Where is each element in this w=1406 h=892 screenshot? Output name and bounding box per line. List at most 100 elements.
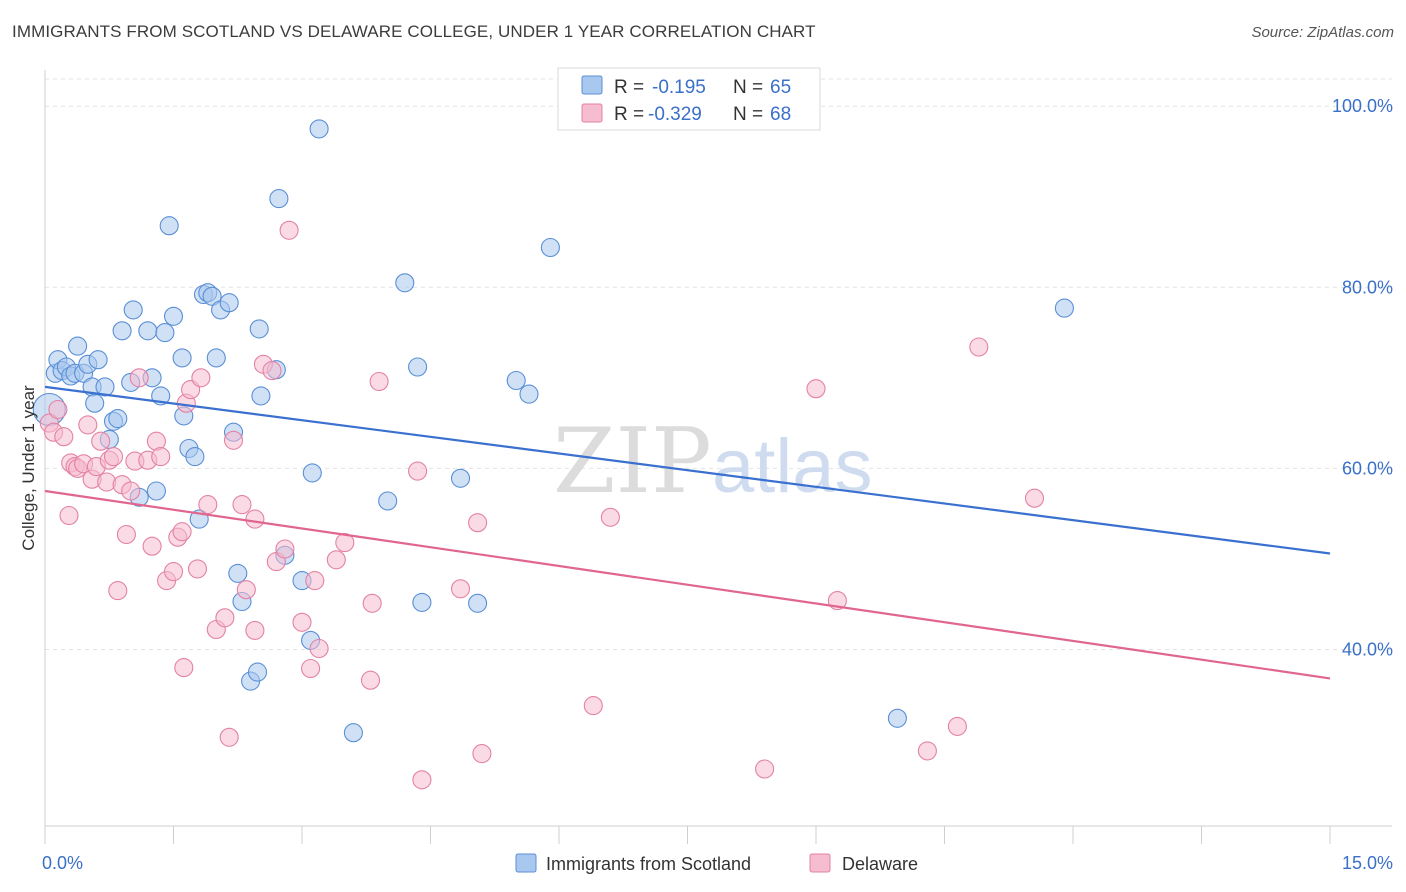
scotland-point (249, 319, 269, 339)
scotland-point (85, 393, 105, 413)
chart-title: IMMIGRANTS FROM SCOTLAND VS DELAWARE COL… (12, 22, 816, 41)
scotland-point (468, 593, 488, 613)
scotland-point (123, 300, 143, 320)
delaware-point (142, 536, 162, 556)
delaware-point (917, 741, 937, 761)
watermark-atlas: atlas (712, 424, 873, 509)
delaware-point (172, 522, 192, 542)
delaware-point (245, 620, 265, 640)
legend-r-value-scotland: -0.195 (652, 77, 706, 98)
legend-swatch-scotland (581, 75, 603, 95)
scotland-point (88, 350, 108, 370)
legend-n-value-delaware: 68 (770, 104, 791, 125)
delaware-point (91, 431, 111, 451)
y-axis-label: College, Under 1 year (19, 385, 38, 551)
delaware-point (59, 505, 79, 526)
bottom-legend-swatch-scotland (515, 853, 537, 873)
scotland-trend-line (44, 385, 1331, 555)
delaware-point (309, 638, 329, 659)
delaware-point (121, 481, 141, 501)
data-points (32, 119, 1074, 790)
scotland-point (519, 384, 539, 404)
trend-lines (44, 385, 1331, 680)
delaware-point (468, 513, 488, 533)
grid-lines (45, 78, 1392, 650)
watermark: ZIP atlas (553, 409, 873, 514)
legend-n-value-scotland: 65 (770, 77, 791, 98)
delaware-point (116, 524, 136, 545)
delaware-point (292, 612, 312, 632)
delaware-point (223, 430, 244, 450)
delaware-point (232, 495, 252, 515)
delaware-point (969, 337, 989, 357)
delaware-point (78, 415, 98, 435)
scotland-point (146, 481, 166, 501)
delaware-point (108, 581, 128, 601)
delaware-point (412, 770, 432, 790)
delaware-point (755, 759, 775, 779)
legend-swatch-delaware (581, 103, 603, 123)
scotland-point (343, 723, 363, 743)
scotland-point (269, 189, 289, 209)
delaware-point (1024, 488, 1045, 508)
scotland-point (95, 377, 115, 397)
scotland-point (251, 386, 271, 406)
delaware-point (408, 461, 428, 481)
delaware-trend-line (44, 489, 1331, 680)
scotland-point (206, 348, 226, 368)
delaware-point (54, 427, 74, 447)
y-tick-label: 80.0% (1342, 277, 1393, 297)
watermark-zip: ZIP (553, 409, 712, 514)
legend-r-value-delaware: -0.329 (648, 104, 702, 125)
scotland-point (219, 293, 239, 313)
delaware-point (187, 559, 208, 579)
scotland-point (185, 447, 205, 467)
scotland-point (172, 348, 192, 368)
delaware-point (275, 539, 295, 559)
delaware-point (219, 727, 239, 747)
delaware-point (236, 580, 256, 600)
scotland-point (108, 409, 128, 429)
stats-legend: R = -0.195 N = 65 R = -0.329 N = 68 (557, 67, 821, 131)
bottom-legend-label-delaware: Delaware (842, 854, 918, 874)
scotland-point (408, 357, 428, 377)
legend-n-label-scotland: N = (733, 77, 763, 98)
scotland-point (1054, 298, 1074, 318)
legend-n-label-delaware: N = (733, 104, 763, 125)
scotland-point (138, 321, 158, 341)
scotland-point (450, 468, 471, 488)
delaware-point (174, 658, 194, 678)
delaware-point (103, 447, 124, 467)
scotland-point (378, 491, 398, 511)
scotland-point (228, 563, 248, 583)
scotland-point (163, 306, 184, 326)
delaware-point (360, 670, 381, 690)
axes (44, 70, 1392, 844)
delaware-point (191, 368, 211, 388)
delaware-point (947, 716, 967, 736)
delaware-point (262, 361, 282, 381)
delaware-point (600, 507, 620, 527)
scotland-point (540, 237, 560, 258)
delaware-point (362, 593, 382, 613)
y-tick-label: 60.0% (1342, 458, 1393, 478)
bottom-legend-swatch-delaware (809, 853, 831, 873)
delaware-point (583, 696, 603, 716)
delaware-point (215, 608, 235, 628)
delaware-point (129, 368, 149, 388)
x-tick-labels: 0.0% 15.0% (42, 853, 1393, 873)
x-tick-label-start: 0.0% (42, 853, 83, 873)
y-tick-label: 100.0% (1332, 96, 1393, 116)
delaware-point (335, 533, 355, 553)
y-tick-label: 40.0% (1342, 639, 1393, 659)
delaware-point (198, 495, 218, 515)
delaware-point (305, 571, 325, 591)
scotland-point (506, 370, 526, 391)
source-label: Source: ZipAtlas.com (1251, 24, 1394, 41)
delaware-point (163, 562, 184, 582)
y-tick-labels: 40.0% 60.0% 80.0% 100.0% (1332, 96, 1393, 659)
scotland-point (395, 273, 415, 293)
delaware-point (326, 550, 346, 570)
delaware-point (48, 399, 68, 420)
